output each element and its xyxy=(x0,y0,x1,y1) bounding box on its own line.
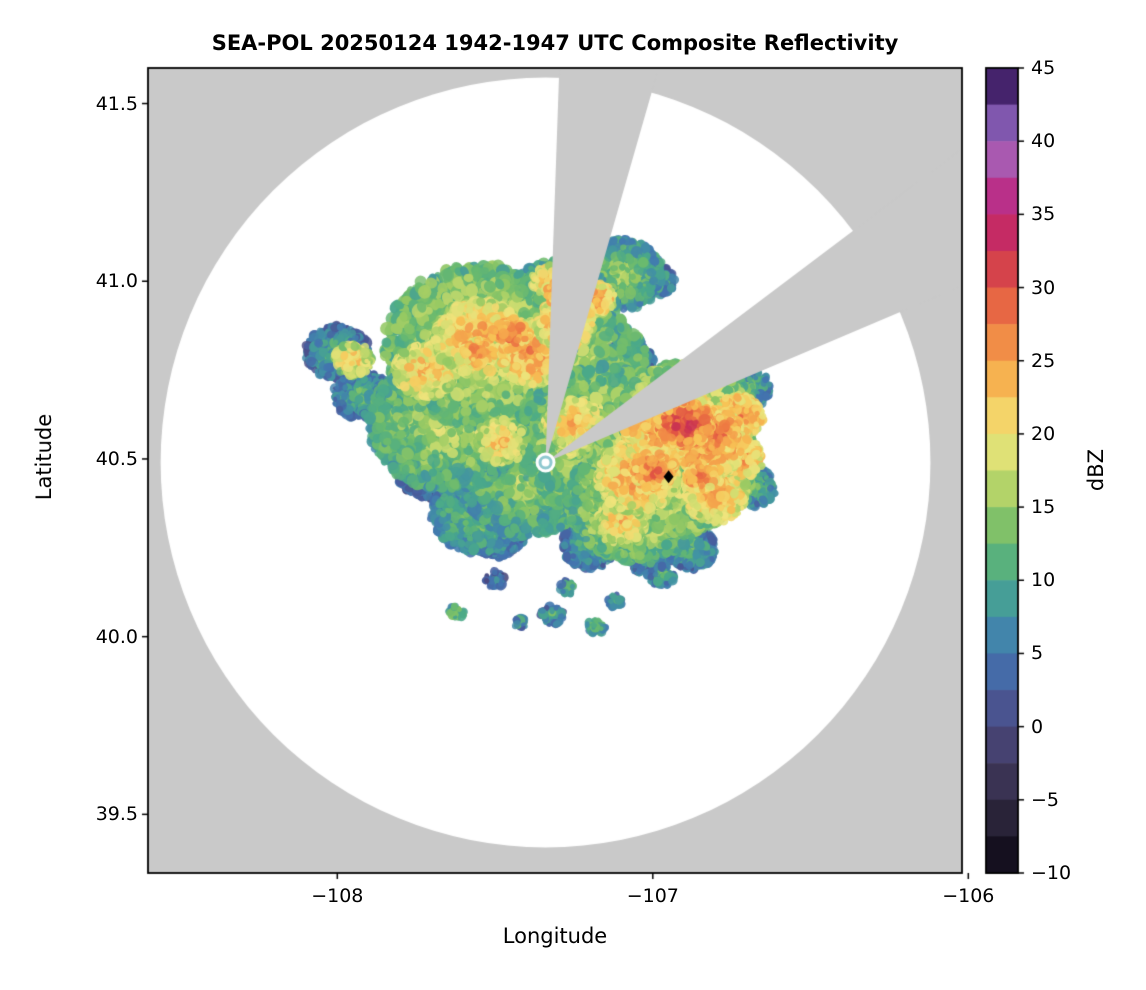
y-tick-label: 39.5 xyxy=(95,803,138,826)
y-tick-label: 40.5 xyxy=(95,447,138,470)
y-tick-label: 40.0 xyxy=(95,625,138,648)
colorbar-tick-label: 5 xyxy=(1031,642,1044,665)
colorbar-tick-label: 40 xyxy=(1031,130,1056,153)
y-tick-label: 41.5 xyxy=(95,92,138,115)
colorbar-tick-label: −10 xyxy=(1031,862,1072,884)
colorbar-tick-label: 0 xyxy=(1031,715,1044,738)
colorbar-label: dBZ xyxy=(1084,448,1108,492)
colorbar-tick-label: 30 xyxy=(1031,276,1056,299)
x-tick-label: −107 xyxy=(626,885,679,907)
y-axis-label: Latitude xyxy=(32,413,56,501)
x-tick-label: −106 xyxy=(942,885,995,907)
colorbar-tick-label: 45 xyxy=(1031,57,1056,79)
chart-title: SEA-POL 20250124 1942-1947 UTC Composite… xyxy=(211,31,899,55)
colorbar-tick-label: −5 xyxy=(1031,788,1060,811)
colorbar-tick-label: 15 xyxy=(1031,496,1056,519)
colorbar-tick-label: 10 xyxy=(1031,569,1056,592)
y-tick-label: 41.0 xyxy=(95,270,138,293)
colorbar-tick-label: 25 xyxy=(1031,349,1056,372)
x-axis-label: Longitude xyxy=(502,924,608,948)
colorbar-tick-label: 35 xyxy=(1031,203,1056,226)
x-tick-label: −108 xyxy=(311,885,364,907)
colorbar-tick-label: 20 xyxy=(1031,422,1056,445)
